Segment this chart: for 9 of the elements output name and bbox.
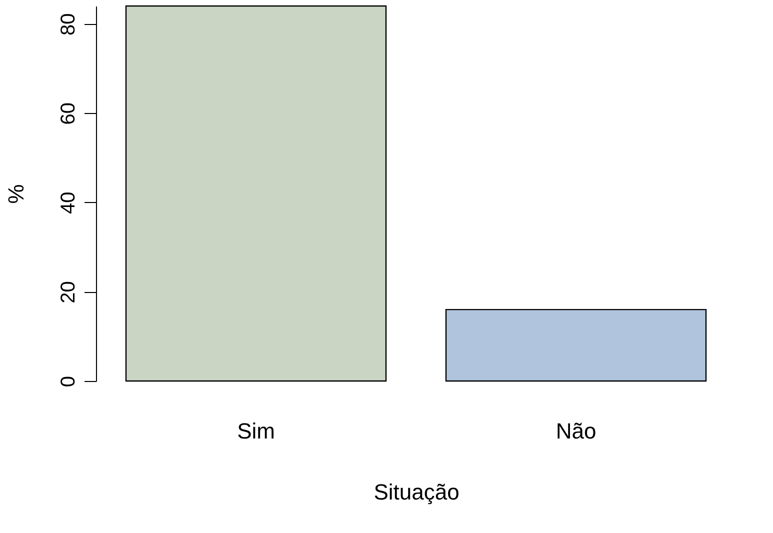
y-axis-title: % bbox=[4, 184, 28, 204]
y-tick-label: 0 bbox=[58, 376, 80, 388]
x-tick-label: Não bbox=[556, 418, 596, 444]
y-tick-label: 20 bbox=[58, 281, 80, 304]
y-tick-label: 80 bbox=[58, 13, 80, 36]
y-tick-label: 40 bbox=[58, 192, 80, 214]
x-tick-label: Sim bbox=[237, 418, 275, 444]
x-axis-title: Situação bbox=[374, 480, 460, 504]
y-tick-label: 60 bbox=[58, 102, 80, 125]
